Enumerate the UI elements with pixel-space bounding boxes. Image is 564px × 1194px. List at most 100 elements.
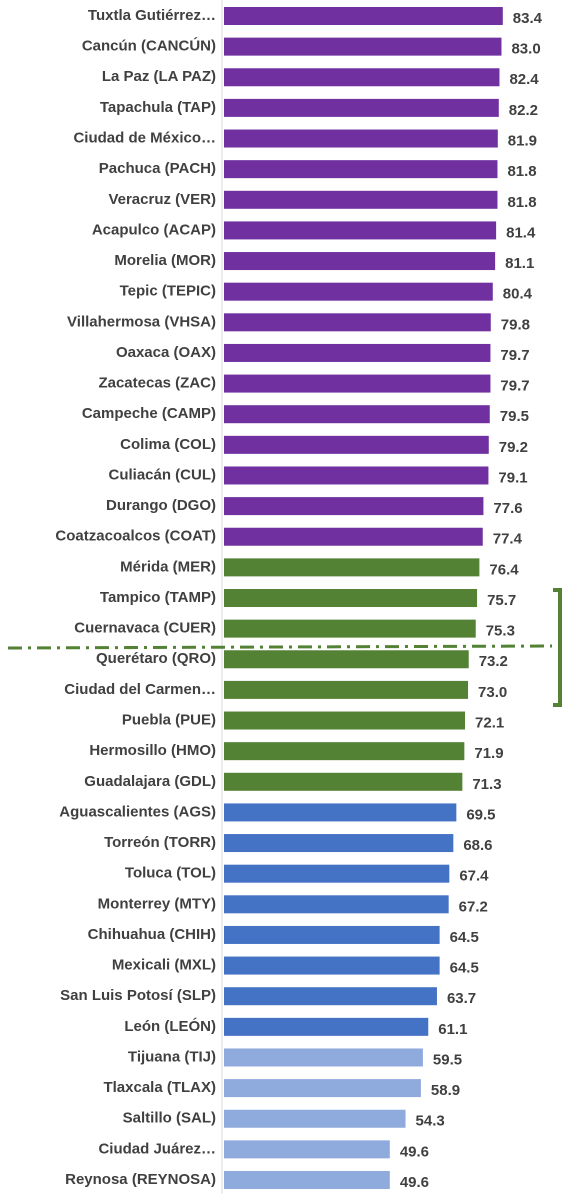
bar [224,405,490,424]
category-label: Reynosa (REYNOSA) [65,1171,216,1188]
category-label: Campeche (CAMP) [82,405,216,422]
value-label: 63.7 [447,990,476,1007]
bar [224,925,440,944]
value-label: 73.2 [479,653,508,670]
bar [224,864,450,883]
value-label: 73.0 [478,684,507,701]
category-label: Guadalajara (GDL) [84,773,216,790]
value-label: 81.8 [507,163,536,180]
bar [224,834,454,853]
category-label: Tijuana (TIJ) [128,1048,216,1065]
category-label: Durango (DGO) [106,497,216,514]
bar [224,221,497,240]
bar [224,956,440,975]
value-label: 68.6 [463,837,492,854]
bar [224,466,489,485]
threshold-line [7,644,553,650]
value-label: 77.4 [493,531,523,548]
category-label: Tapachula (TAP) [100,99,216,116]
bar [224,742,465,761]
value-label: 81.9 [508,132,537,149]
category-label: Ciudad Juárez… [98,1140,216,1157]
value-label: 82.4 [509,71,539,88]
value-label: 58.9 [431,1082,460,1099]
value-label: 83.0 [511,41,540,58]
category-label: Colima (COL) [120,436,216,453]
value-label: 75.7 [487,592,516,609]
bar [224,680,469,699]
bar [224,1140,390,1159]
value-label: 75.3 [486,623,515,640]
bracket [553,588,562,707]
bar [224,650,469,669]
category-label: Ciudad de México… [73,129,216,146]
category-label: Acapulco (ACAP) [92,221,216,238]
bar [224,98,499,117]
value-label: 54.3 [416,1113,445,1130]
bar [224,313,491,332]
category-label: Tampico (TAMP) [100,589,216,606]
category-label: Ciudad del Carmen… [64,681,216,698]
bar [224,895,449,914]
category-label: Toluca (TOL) [125,865,216,882]
category-label: Tepic (TEPIC) [120,283,216,300]
bar [224,497,484,516]
bar [224,1109,406,1128]
value-label: 49.6 [400,1174,429,1191]
category-label: Mexicali (MXL) [112,957,216,974]
bar [224,282,493,301]
value-label: 79.8 [501,316,530,333]
bar [224,558,480,577]
value-label: 79.7 [500,378,529,395]
value-label: 59.5 [433,1051,462,1068]
category-label: Morelia (MOR) [114,252,216,269]
bar [224,1079,421,1098]
category-label: Cancún (CANCÚN) [82,37,216,55]
bar [224,252,496,271]
category-label: La Paz (LA PAZ) [102,68,216,85]
value-label: 72.1 [475,714,504,731]
category-label: San Luis Potosí (SLP) [60,987,216,1004]
bar [224,711,466,730]
category-label: Coatzacoalcos (COAT) [55,528,216,545]
value-label: 71.9 [474,745,503,762]
value-label: 67.4 [459,868,489,885]
value-label: 69.5 [466,806,495,823]
value-label: 80.4 [503,286,533,303]
category-label: Torreón (TORR) [104,834,216,851]
value-label: 82.2 [509,102,538,119]
bar [224,527,483,546]
value-label: 79.2 [499,439,528,456]
category-label: León (LEÓN) [124,1017,216,1035]
category-label: Chihuahua (CHIH) [88,926,216,943]
bar [224,619,476,638]
category-label: Puebla (PUE) [122,711,216,728]
category-label: Pachuca (PACH) [99,160,216,177]
bar [224,1171,390,1189]
value-label: 67.2 [459,898,488,915]
bar [224,772,463,791]
bar [224,7,503,25]
category-label: Querétaro (QRO) [96,650,216,667]
value-label: 49.6 [400,1143,429,1160]
bar [224,190,498,209]
value-label: 79.1 [498,469,527,486]
value-label: 61.1 [438,1021,467,1038]
bar [224,1017,429,1036]
category-label: Aguascalientes (AGS) [59,803,216,820]
value-label: 77.6 [493,500,522,517]
value-label: 81.8 [507,194,536,211]
value-label: 71.3 [472,776,501,793]
category-label: Veracruz (VER) [108,191,216,208]
value-label: 83.4 [513,10,543,27]
value-label: 64.5 [450,929,479,946]
bar [224,37,502,56]
category-label: Monterrey (MTY) [98,895,216,912]
value-label: 79.5 [500,408,529,425]
category-label: Mérida (MER) [120,558,216,575]
category-label: Cuernavaca (CUER) [74,620,216,637]
category-label: Tlaxcala (TLAX) [103,1079,216,1096]
category-label: Villahermosa (VHSA) [67,313,216,330]
bar [224,435,489,454]
